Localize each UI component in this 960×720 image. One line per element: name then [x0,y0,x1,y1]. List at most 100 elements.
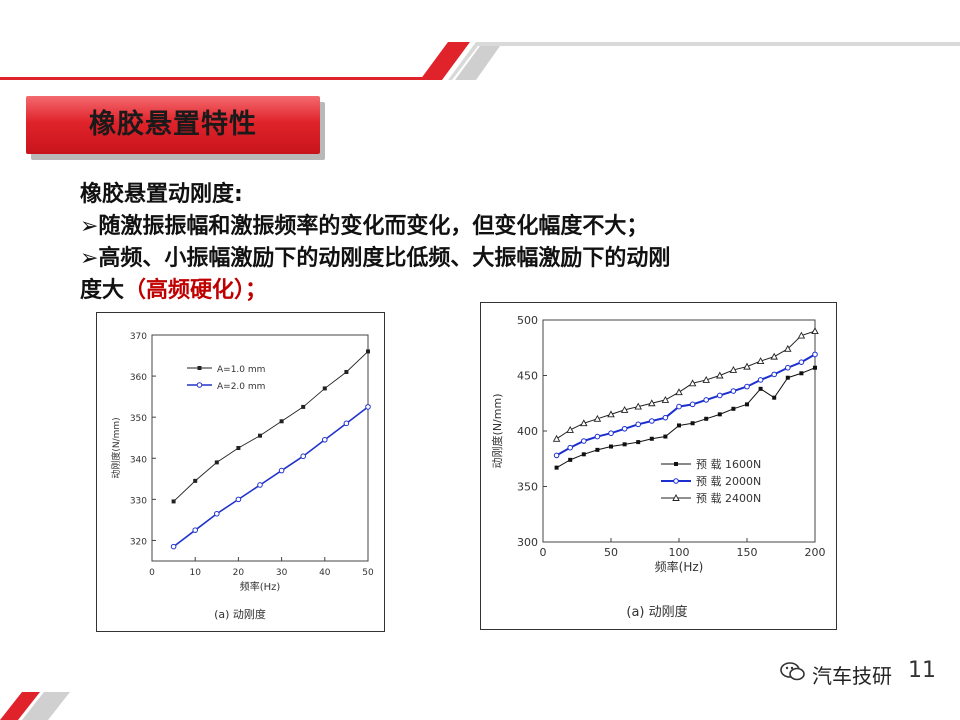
y-tick-label: 450 [517,370,538,383]
chart-right: 0 50 100 150 200 300 350 400 450 500 频率(Hz) 动刚度(N/m… [490,314,826,620]
slide-title: 橡胶悬置特性 [89,109,257,140]
chart-left: 0 10 20 30 40 50 320 330 340 350 360 370 频率(Hz) 动刚度(N… [110,332,374,621]
data-point [214,510,220,517]
grey-stripe [448,42,960,80]
bullet-2: ➢高频、小振幅激励下的动刚度比低频、大振幅激励下的动刚 [80,246,671,271]
data-point [649,418,655,424]
data-point [703,397,709,403]
data-point [608,430,614,437]
data-point [300,453,306,460]
data-point [170,543,177,550]
data-point [677,423,681,428]
data-point [236,446,241,450]
top-stripe-decoration [0,42,960,80]
data-point [552,434,561,442]
x-tick-label: 200 [805,546,826,559]
data-point [580,419,588,427]
x-axis-label: 频率(Hz) [655,559,704,574]
figure-caption: (a) 动刚度 [214,607,266,621]
data-point [322,436,328,443]
data-point [675,388,683,396]
y-tick-label: 320 [130,537,147,547]
data-point [745,402,749,407]
title-banner [26,96,320,154]
data-point [649,436,654,441]
legend-label: 预 载 1600N [696,458,761,471]
y-tick-label: 350 [130,414,147,424]
data-point [171,499,176,504]
data-point [661,395,670,403]
data-point [730,388,737,394]
x-tick-label: 10 [189,568,201,578]
data-point [609,444,613,449]
data-point [620,405,629,413]
data-point [811,327,819,335]
data-point [689,401,696,408]
y-tick-label: 330 [130,496,147,506]
data-point [772,395,777,400]
x-tick-label: 0 [149,568,155,578]
bullet-3-highlight: （高频硬化）； [124,278,268,303]
x-tick-label: 50 [604,546,618,559]
y-axis-label: 动刚度(N/mm) [110,417,122,478]
x-tick-label: 150 [737,546,758,559]
data-point [344,369,349,374]
data-point [663,434,668,439]
data-point [594,433,601,440]
data-point [568,457,573,462]
data-point [581,452,586,457]
data-point [690,421,695,426]
data-point [702,376,710,383]
data-point [757,377,764,383]
x-tick-label: 0 [540,546,547,559]
watermark: 汽车技研 [780,660,892,689]
data-point [717,412,722,417]
data-point [729,366,738,373]
series-line [173,406,369,548]
data-point [662,414,669,421]
data-point [797,331,806,339]
data-point [365,404,371,410]
data-point [798,359,805,365]
legend-label: 预 载 2400N [696,492,761,505]
legend-marker [196,382,203,388]
y-tick-label: 340 [130,455,147,465]
data-point [566,425,574,433]
data-point [676,403,682,410]
y-tick-label: 400 [517,425,538,438]
data-point [622,442,627,447]
watermark-text: 汽车技研 [812,664,892,688]
series-line [556,367,816,469]
x-tick-label: 20 [233,568,245,578]
data-point [343,420,350,427]
data-point [648,399,656,407]
data-point [704,416,709,421]
top-divider-line [0,77,440,80]
x-axis-label: 频率(Hz) [240,580,281,593]
figure-right: 0 50 100 150 200 300 350 400 450 500 频率(Hz) 动刚度(N/m… [480,302,837,630]
data-point [799,371,804,376]
y-tick-label: 360 [130,373,147,383]
data-point [235,496,242,503]
data-point [567,444,573,451]
data-point [279,419,284,424]
data-point [278,467,285,474]
data-point [607,410,615,418]
legend-marker [674,462,678,466]
bullet-3-text: 度大 [80,278,125,303]
data-point [770,352,778,360]
data-point [634,402,642,410]
body-heading: 橡胶悬置动刚度: [80,182,243,207]
data-point [688,379,697,387]
figure-caption: (a) 动刚度 [626,604,687,620]
x-tick-label: 30 [276,568,288,578]
data-point [785,375,790,380]
data-point [554,465,559,470]
data-point [758,386,763,391]
series-line [556,353,816,457]
legend-label: A=1.0 mm [217,365,265,375]
data-point [366,349,370,354]
y-axis-label: 动刚度(N/mm) [490,394,504,469]
data-point [258,433,262,438]
data-point [756,357,765,365]
